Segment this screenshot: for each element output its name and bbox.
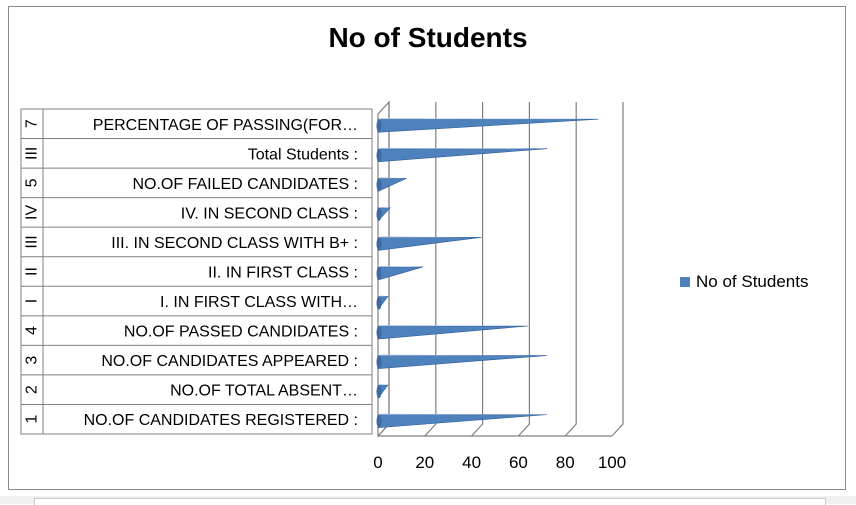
x-tick-label: 20 (415, 453, 434, 472)
bar-base (376, 414, 382, 428)
category-label: PERCENTAGE OF PASSING(FOR… (93, 117, 358, 134)
category-group-label: 3 (24, 356, 41, 365)
category-group-label: 2 (24, 385, 41, 394)
bar-highlight (378, 295, 388, 297)
gridline (611, 102, 624, 437)
bar-base (376, 385, 382, 399)
category-label: Total Students : (248, 146, 358, 163)
bar (377, 266, 424, 281)
legend: No of Students (680, 272, 808, 292)
bar-base (376, 237, 382, 251)
bar-highlight (378, 266, 423, 267)
bar-highlight (378, 177, 407, 179)
x-tick-label: 60 (509, 453, 528, 472)
bar (377, 148, 548, 163)
bar (377, 325, 529, 340)
category-group-label: III (24, 147, 41, 160)
x-tick-label: 0 (373, 453, 382, 472)
bar-highlight (378, 236, 482, 238)
x-tick-label: 40 (462, 453, 481, 472)
bar-base (376, 355, 382, 369)
category-group-label: III (24, 235, 41, 248)
category-label: NO.OF CANDIDATES REGISTERED : (84, 412, 358, 429)
bar-base (376, 326, 382, 340)
bar-highlight (378, 325, 529, 327)
bar (377, 414, 548, 429)
bar-highlight (378, 206, 391, 208)
bar-base (376, 267, 382, 280)
category-label: I. IN FIRST CLASS WITH… (160, 294, 358, 311)
gridline (471, 102, 484, 437)
category-label: IV. IN SECOND CLASS : (181, 205, 358, 222)
category-group-label: 4 (24, 326, 41, 335)
category-group-label: IV (24, 205, 41, 220)
category-group-label: 1 (24, 415, 41, 424)
bar (377, 237, 482, 251)
bar-highlight (378, 413, 548, 415)
bar-base (376, 296, 382, 310)
gridline (564, 102, 577, 437)
category-group-label: I (24, 299, 41, 303)
gridline (424, 102, 437, 437)
bar-highlight (378, 384, 388, 386)
legend-swatch (680, 277, 690, 287)
bar-base (376, 178, 382, 192)
category-group-label: 7 (24, 119, 41, 128)
bar-highlight (378, 147, 548, 149)
bar-base (376, 207, 382, 221)
gridline (517, 102, 531, 437)
category-group-label: 5 (24, 178, 41, 187)
category-label: NO.OF FAILED CANDIDATES : (132, 176, 358, 193)
bar (377, 118, 599, 133)
bar (377, 355, 548, 369)
category-label: III. IN SECOND CLASS WITH B+ : (111, 235, 358, 252)
x-tick-label: 80 (556, 453, 575, 472)
bottom-strip (0, 496, 856, 505)
legend-label: No of Students (696, 272, 809, 291)
bar (377, 177, 407, 192)
category-axis-box (20, 108, 373, 435)
bar-base (376, 148, 382, 162)
category-group-label: II (24, 267, 41, 276)
bar-base (376, 119, 382, 133)
category-label: II. IN FIRST CLASS : (208, 265, 358, 282)
x-tick-label: 100 (598, 453, 626, 472)
category-label: NO.OF CANDIDATES APPEARED : (101, 353, 358, 370)
category-label: NO.OF PASSED CANDIDATES : (124, 324, 358, 341)
chart-frame (8, 6, 846, 490)
bar-highlight (378, 354, 548, 356)
bar-highlight (378, 118, 599, 120)
chart-title: No of Students (328, 22, 528, 53)
category-label: NO.OF TOTAL ABSENT… (170, 383, 358, 400)
